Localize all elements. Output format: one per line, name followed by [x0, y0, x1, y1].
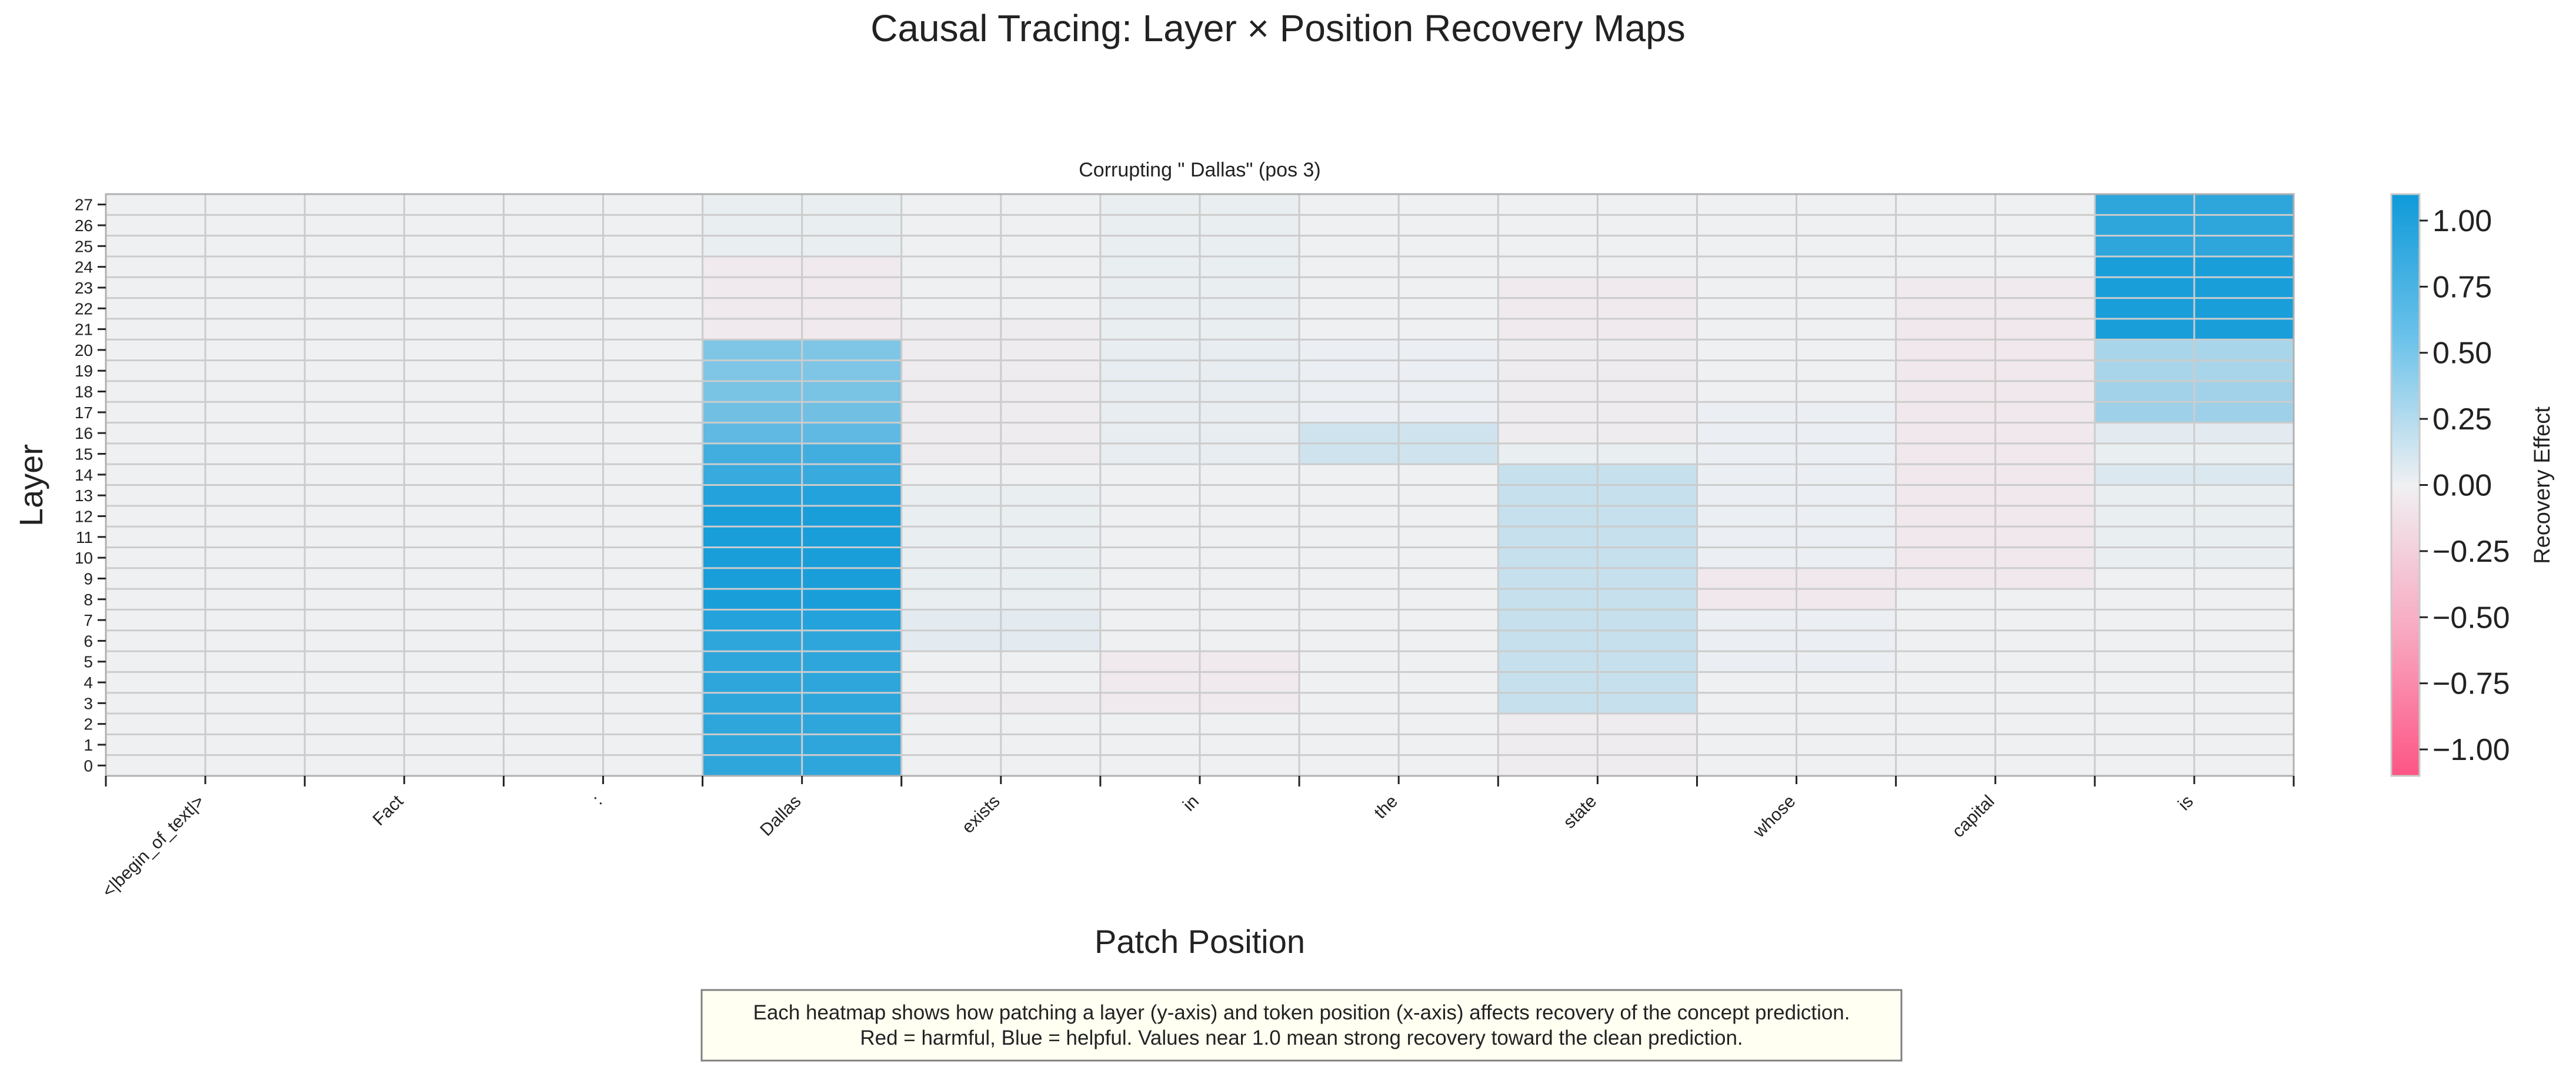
x-tick-label: state [1560, 792, 1600, 832]
y-tick-label: 19 [75, 362, 93, 380]
y-tick-label: 25 [75, 237, 93, 255]
colorbar-tick-label: −1.00 [2432, 733, 2510, 767]
y-tick-label: 11 [76, 528, 93, 546]
y-tick-label: 5 [84, 653, 93, 671]
y-tick-label: 20 [75, 341, 93, 359]
y-tick-label: 26 [75, 216, 93, 235]
caption-box: Each heatmap shows how patching a layer … [700, 989, 1903, 1062]
y-axis: 2726252423222120191817161514131211109876… [75, 196, 106, 775]
x-tick-label: : [589, 792, 606, 809]
colorbar: 1.00 0.75 0.50 0.25 0.00 −0.25 −0.50 −0.75 −1.00… [2390, 193, 2555, 777]
y-tick-label: 15 [75, 445, 93, 464]
colorbar-tick-label: 0.50 [2432, 336, 2492, 371]
y-tick-label: 17 [75, 404, 93, 422]
x-axis-label: Patch Position [1095, 923, 1305, 960]
colorbar-tick-label: 0.25 [2432, 402, 2492, 436]
y-tick-label: 6 [84, 632, 93, 650]
y-tick-label: 21 [75, 321, 93, 339]
x-tick-label: exists [958, 792, 1004, 838]
y-tick-label: 4 [84, 674, 93, 692]
heatmap-grid [105, 194, 2295, 776]
colorbar-tick-label: −0.50 [2432, 601, 2510, 635]
colorbar-tick-label: −0.75 [2432, 667, 2510, 701]
x-tick-label: <|begin_of_text|> [99, 792, 209, 902]
y-tick-label: 7 [84, 611, 93, 629]
y-tick-label: 14 [75, 466, 93, 484]
y-tick-label: 3 [84, 694, 93, 712]
y-tick-label: 23 [75, 279, 93, 297]
caption-line-2: Red = harmful, Blue = helpful. Values ne… [860, 1026, 1743, 1049]
y-tick-label: 1 [84, 736, 93, 754]
x-tick-label: whose [1749, 792, 1799, 842]
colorbar-tick-label: 0.00 [2432, 469, 2492, 503]
y-tick-label: 24 [75, 258, 93, 276]
colorbar-label: Recovery Effect [2530, 406, 2555, 564]
colorbar-tick-label: 0.75 [2432, 270, 2492, 304]
x-tick-label: Dallas [756, 792, 805, 840]
y-tick-label: 18 [75, 383, 93, 401]
caption-line-1: Each heatmap shows how patching a layer … [753, 1001, 1850, 1024]
x-tick-label: the [1370, 792, 1402, 823]
y-tick-label: 9 [84, 569, 93, 588]
y-tick-label: 0 [84, 756, 93, 775]
colorbar-tick-label: 1.00 [2432, 204, 2492, 238]
y-tick-label: 13 [75, 486, 93, 505]
x-axis: <|begin_of_text|> Fact: Dallas exists in the s… [99, 776, 2295, 902]
caption-frame [700, 989, 1903, 1062]
figure-suptitle: Causal Tracing: Layer × Position Recover… [870, 7, 1686, 49]
y-tick-label: 22 [75, 299, 93, 318]
y-tick-label: 8 [84, 591, 93, 609]
y-tick-label: 16 [75, 424, 93, 442]
colorbar-tick-label: −0.25 [2432, 535, 2510, 569]
colorbar-ticks: 1.00 0.75 0.50 0.25 0.00 −0.25 −0.50 −0.75 −1.00 [2420, 204, 2510, 767]
x-tick-label: is [2174, 792, 2197, 815]
x-tick-label: Fact [369, 791, 408, 829]
heatmap-title: Corrupting " Dallas" (pos 3) [1079, 159, 1321, 181]
colorbar-gradient [2390, 193, 2421, 777]
x-tick-label: capital [1948, 792, 1998, 842]
y-axis-label: Layer [12, 444, 49, 526]
y-tick-label: 12 [75, 507, 93, 525]
y-tick-label: 27 [75, 196, 93, 214]
x-tick-label: in [1179, 792, 1203, 815]
y-tick-label: 10 [75, 549, 93, 567]
y-tick-label: 2 [84, 715, 93, 734]
